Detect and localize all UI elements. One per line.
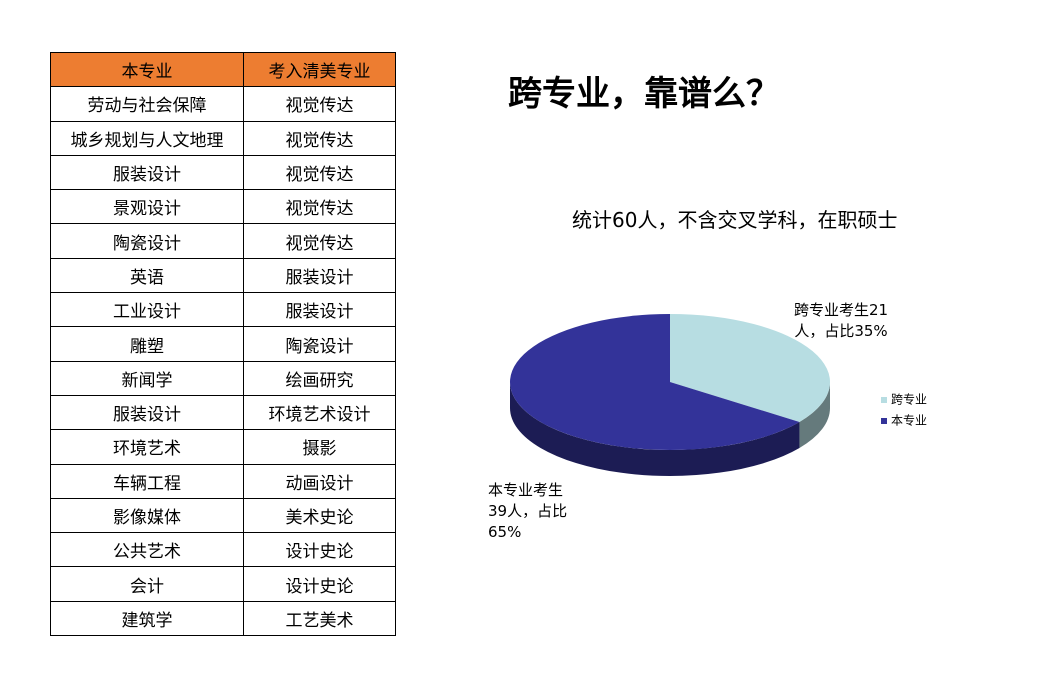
table-row: 环境艺术 摄影: [50, 429, 396, 465]
pie-slice: [670, 314, 830, 422]
table-row: 劳动与社会保障 视觉传达: [50, 86, 396, 122]
table-row: 公共艺术 设计史论: [50, 532, 396, 568]
table-row: 影像媒体 美术史论: [50, 497, 396, 534]
table-cell: 视觉传达: [243, 189, 396, 225]
table-cell: 服装设计: [50, 154, 244, 191]
table-row: 英语 服装设计: [50, 257, 396, 294]
table: 本专业 考入清美专业 劳动与社会保障 视觉传达 城乡规划与人文地理 视觉传达 服装设计 视觉传…: [50, 51, 396, 637]
table-row: 服装设计 环境艺术设计: [50, 394, 396, 431]
table-row: 景观设计 视觉传达: [50, 189, 396, 225]
table-row: 陶瓷设计 视觉传达: [50, 223, 396, 259]
table-cell: 设计史论: [243, 532, 396, 568]
table-cell: 考入清美专业: [243, 51, 396, 88]
data-label: 本专业考生39人，占比65%: [488, 481, 568, 541]
table-row: 工业设计 服装设计: [50, 292, 396, 328]
table-cell: 工业设计: [50, 292, 244, 328]
table-cell: 建筑学: [50, 600, 244, 637]
table-row: 服装设计 视觉传达: [50, 154, 396, 191]
table-cell: 英语: [50, 257, 244, 294]
table-cell: 景观设计: [50, 189, 244, 225]
table-cell: 服装设计: [243, 292, 396, 328]
table-cell: 会计: [50, 566, 244, 602]
table-cell: 视觉传达: [243, 120, 396, 156]
pie-slice: [509, 314, 800, 451]
pie-side: [510, 382, 800, 477]
table-cell: 服装设计: [243, 257, 396, 294]
table-cell: 摄影: [243, 429, 396, 465]
table-cell: 陶瓷设计: [50, 223, 244, 259]
table-row: 会计 设计史论: [50, 566, 396, 602]
table-cell: 视觉传达: [243, 154, 396, 191]
table-cell: 绘画研究: [243, 360, 396, 396]
table-cell: 影像媒体: [50, 497, 244, 534]
table-cell: 动画设计: [243, 463, 396, 499]
table-row: 车辆工程 动画设计: [50, 463, 396, 499]
table-cell: 公共艺术: [50, 532, 244, 568]
pie-side: [799, 382, 830, 448]
table-cell: 美术史论: [243, 497, 396, 534]
legend-swatch: [881, 418, 887, 424]
chart-title: 跨专业，靠谱么？: [508, 74, 780, 114]
table-cell: 视觉传达: [243, 86, 396, 122]
table-cell: 城乡规划与人文地理: [50, 120, 244, 156]
table-row: 新闻学 绘画研究: [50, 360, 396, 396]
legend-label: 跨专业: [891, 392, 927, 407]
table-cell: 车辆工程: [50, 463, 244, 499]
table-cell: 本专业: [50, 51, 244, 88]
table-row: 本专业 考入清美专业: [50, 51, 396, 88]
legend-swatch: [881, 397, 887, 403]
legend-label: 本专业: [891, 413, 927, 428]
table-cell: 设计史论: [243, 566, 396, 602]
table-cell: 工艺美术: [243, 600, 396, 637]
chart-subtitle: 统计60人，不含交叉学科，在职硕士: [572, 208, 898, 232]
data-label: 跨专业考生21人，占比35%: [793, 301, 889, 340]
table-row: 城乡规划与人文地理 视觉传达: [50, 120, 396, 156]
table-row: 建筑学 工艺美术: [50, 600, 396, 637]
table-cell: 劳动与社会保障: [50, 86, 244, 122]
table-cell: 视觉传达: [243, 223, 396, 259]
table-cell: 新闻学: [50, 360, 244, 396]
